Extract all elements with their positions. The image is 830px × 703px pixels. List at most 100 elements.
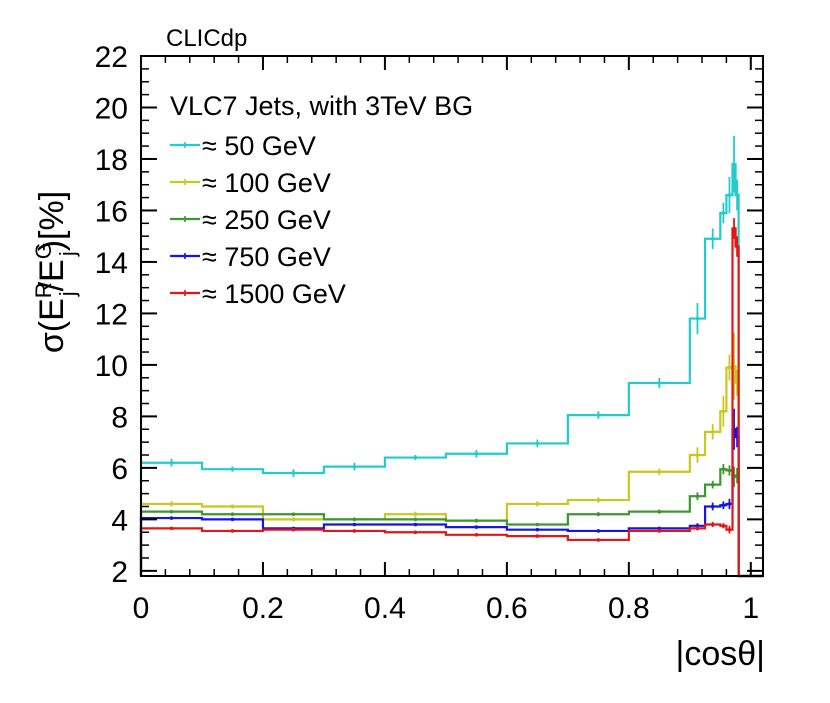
data-point — [735, 244, 739, 249]
data-point — [169, 516, 174, 520]
series-750-gev — [139, 408, 763, 578]
data-point — [352, 517, 357, 522]
data-point — [596, 498, 601, 502]
data-point — [474, 533, 479, 537]
data-point — [535, 527, 540, 532]
y-tick-label: 18 — [95, 144, 128, 177]
data-point — [352, 529, 357, 533]
data-point — [291, 517, 296, 522]
data-point — [657, 526, 662, 531]
x-tick-label: 0.2 — [242, 592, 284, 625]
experiment-label: CLICdp — [166, 25, 247, 52]
data-point — [169, 460, 174, 465]
x-tick-label: 0.8 — [608, 592, 650, 625]
data-point — [291, 527, 296, 532]
y-title-sub-2: j — [55, 251, 80, 257]
data-point — [413, 455, 418, 460]
data-point — [413, 512, 418, 517]
data-point — [413, 522, 418, 527]
data-point — [710, 236, 715, 241]
data-point — [657, 469, 662, 474]
data-point — [169, 502, 174, 506]
data-point — [169, 526, 174, 531]
x-axis-title: |cosθ| — [676, 635, 765, 673]
data-point — [230, 529, 235, 533]
data-point — [230, 517, 235, 522]
series-50-gev — [139, 135, 763, 578]
data-point — [710, 522, 715, 527]
data-point — [727, 502, 732, 506]
y-title-sup-2: G — [31, 242, 56, 259]
x-tick-label: 0.6 — [486, 592, 528, 625]
data-point — [710, 430, 715, 434]
data-point — [596, 529, 601, 533]
y-title-sup-1: R — [31, 282, 56, 298]
plot-frame — [140, 55, 764, 577]
series-step-line — [139, 428, 763, 578]
data-point — [710, 482, 715, 487]
data-point — [657, 509, 662, 514]
data-point — [230, 512, 235, 517]
data-point — [727, 193, 732, 197]
data-point — [695, 526, 700, 531]
data-point — [230, 467, 235, 471]
y-tick-label: 22 — [95, 41, 128, 74]
data-point — [474, 451, 479, 456]
y-tick-label: 20 — [95, 92, 128, 125]
y-tick-label: 16 — [95, 195, 128, 228]
y-tick-label: 2 — [111, 556, 128, 589]
data-point — [535, 441, 540, 446]
data-point — [721, 503, 726, 508]
y-title-sub-1: j — [55, 291, 80, 297]
x-tick-label: 0 — [133, 592, 150, 625]
data-point — [596, 538, 601, 542]
legend-entry: ≈ 50 GeV — [170, 131, 316, 161]
x-tick-label: 1 — [742, 592, 759, 625]
y-title-base: σ(E — [33, 298, 71, 353]
data-point — [474, 518, 479, 523]
data-point — [291, 471, 296, 475]
y-title-end: )[%] — [33, 191, 71, 251]
data-point — [721, 409, 726, 414]
legend-label: ≈ 250 GeV — [202, 205, 331, 235]
data-point — [474, 525, 479, 529]
x-tick-label: 0.4 — [364, 592, 406, 625]
series-step-line — [139, 227, 763, 578]
data-point — [732, 226, 736, 231]
series-step-line — [139, 365, 763, 578]
legend-title: VLC7 Jets, with 3TeV BG — [170, 91, 473, 121]
legend-entry: ≈ 250 GeV — [170, 205, 331, 235]
data-point — [695, 494, 700, 498]
legend-label: ≈ 750 GeV — [202, 242, 331, 272]
data-point — [710, 504, 715, 509]
data-point — [727, 468, 732, 473]
legend-entry: ≈ 750 GeV — [170, 242, 331, 272]
data-point — [657, 529, 662, 533]
y-tick-label: 8 — [111, 401, 128, 434]
data-point — [735, 193, 739, 197]
legend-entry: ≈ 1500 GeV — [170, 279, 346, 309]
data-point — [721, 211, 726, 215]
series-layer — [139, 135, 763, 578]
data-point — [535, 502, 540, 506]
data-point — [721, 524, 726, 528]
y-tick-label: 10 — [95, 350, 128, 383]
data-point — [695, 316, 700, 321]
data-point — [596, 413, 601, 417]
data-point — [413, 530, 418, 535]
legend-entries: ≈ 50 GeV ≈ 100 GeV ≈ 250 GeV ≈ 750 GeV ≈ 150… — [170, 131, 346, 309]
y-axis-title: σ(ERj/EGj)[%] — [31, 191, 80, 353]
data-point — [535, 534, 540, 538]
data-point — [230, 504, 235, 509]
y-tick-label: 14 — [95, 247, 128, 280]
data-point — [596, 512, 601, 517]
legend-entry: ≈ 100 GeV — [170, 168, 331, 198]
y-title-mid: /E — [33, 259, 71, 291]
data-point — [727, 527, 732, 532]
data-point — [721, 467, 726, 471]
legend-label: ≈ 50 GeV — [202, 131, 316, 161]
y-tick-label: 4 — [111, 504, 128, 537]
data-point — [727, 365, 732, 370]
